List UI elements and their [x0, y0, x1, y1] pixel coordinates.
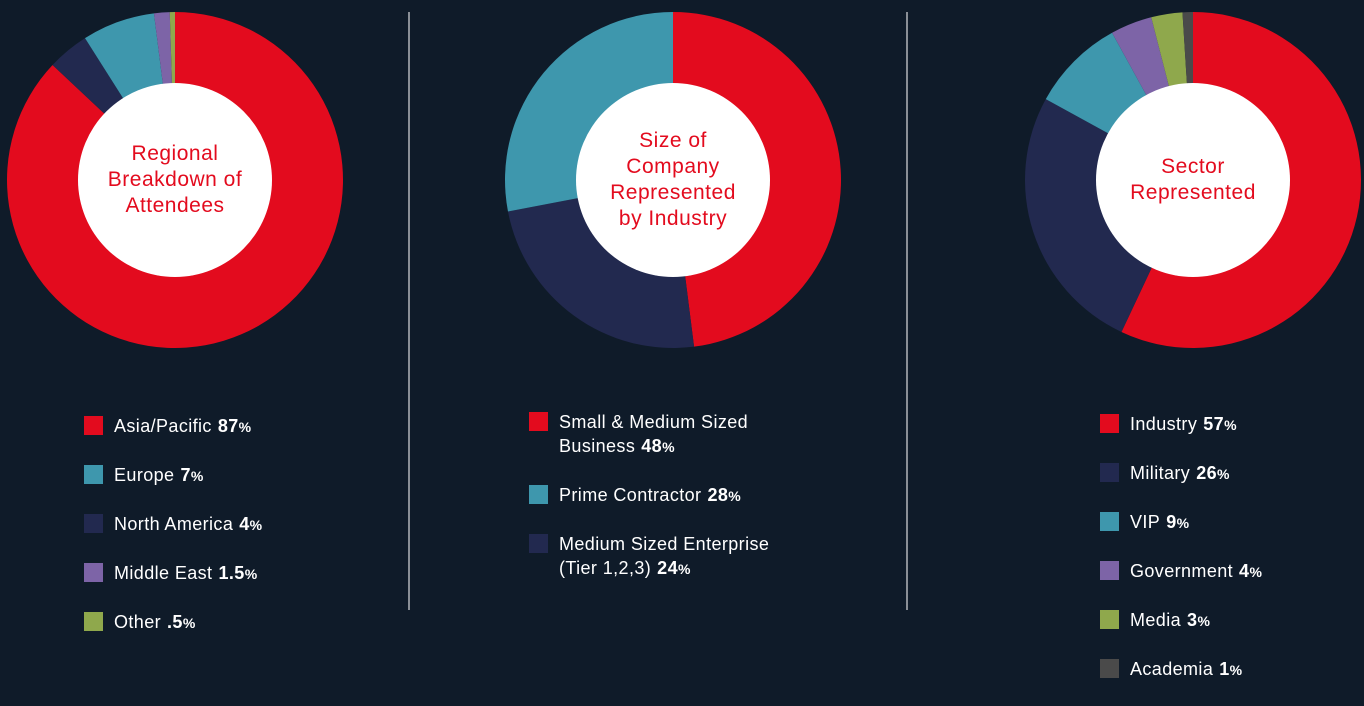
legend-label: North America 4%	[114, 514, 263, 534]
pie-title-company-size: Size of Company Represented by Industry	[610, 129, 736, 230]
pie-company-size	[505, 11, 842, 348]
legend-value: 1	[1219, 659, 1230, 679]
legend-company-size: Small & Medium Sized Business 48% Prime Co…	[529, 410, 869, 605]
legend-item-prime-contractor: Prime Contractor 28%	[529, 483, 869, 508]
legend-swatch	[1100, 561, 1119, 580]
legend-item-military: Military 26%	[1100, 461, 1360, 486]
legend-value: 28	[707, 485, 729, 505]
divider-right	[906, 12, 908, 610]
legend-percent-sign: %	[244, 566, 258, 582]
legend-label: Middle East 1.5%	[114, 563, 258, 583]
legend-item-europe: Europe 7%	[84, 463, 384, 488]
legend-item-academia: Academia 1%	[1100, 657, 1360, 682]
legend-percent-sign: %	[1249, 564, 1263, 580]
legend-item-north-america: North America 4%	[84, 512, 384, 537]
legend-swatch	[84, 514, 103, 533]
legend-swatch	[1100, 414, 1119, 433]
legend-sector: Industry 57% Military 26% VIP 9% Government 4% M…	[1100, 412, 1360, 706]
legend-item-other: Other .5%	[84, 610, 384, 635]
legend-percent-sign: %	[1197, 613, 1211, 629]
legend-swatch	[1100, 610, 1119, 629]
pie-sector	[1025, 12, 1361, 348]
legend-percent-sign: %	[1176, 515, 1190, 531]
pie-regional	[6, 12, 343, 348]
legend-label: Other .5%	[114, 612, 196, 632]
legend-label: Small & Medium Sized Business 48%	[559, 412, 749, 456]
legend-value: 57	[1203, 414, 1225, 434]
legend-swatch	[529, 534, 548, 553]
legend-value: 7	[180, 465, 191, 485]
legend-label: Industry 57%	[1130, 414, 1237, 434]
pie-title-regional: Regional Breakdown of Attendees	[107, 142, 243, 217]
legend-label: VIP 9%	[1130, 512, 1190, 532]
chart-panel-regional: Regional Breakdown of Attendees Asia/Pac…	[0, 0, 400, 672]
legend-percent-sign: %	[1217, 466, 1230, 482]
legend-swatch	[1100, 659, 1119, 678]
legend-label: Medium Sized Enterprise (Tier 1,2,3) 24%	[559, 534, 770, 578]
chart-panel-company-size: Size of Company Represented by Industry …	[410, 0, 906, 672]
legend-value: 1.5	[218, 563, 245, 583]
legend-item-small-medium-sized-business: Small & Medium Sized Business 48%	[529, 410, 869, 459]
legend-percent-sign: %	[1229, 662, 1243, 678]
legend-swatch	[529, 412, 548, 431]
divider-left	[408, 12, 410, 610]
legend-label: Prime Contractor 28%	[559, 485, 742, 505]
legend-percent-sign: %	[249, 517, 263, 533]
legend-item-government: Government 4%	[1100, 559, 1360, 584]
legend-percent-sign: %	[728, 488, 742, 504]
legend-swatch	[1100, 463, 1119, 482]
legend-value: 4	[239, 514, 250, 534]
legend-item-industry: Industry 57%	[1100, 412, 1360, 437]
pie-center-hole	[1096, 83, 1290, 277]
legend-label: Military 26%	[1130, 463, 1230, 483]
legend-value: 26	[1196, 463, 1218, 483]
legend-swatch	[84, 416, 103, 435]
legend-label: Asia/Pacific 87%	[114, 416, 252, 436]
legend-swatch	[529, 485, 548, 504]
legend-percent-sign: %	[662, 439, 675, 455]
legend-label: Government 4%	[1130, 561, 1263, 581]
legend-value: 24	[657, 558, 678, 578]
legend-value: 48	[641, 436, 663, 456]
legend-value: .5	[167, 612, 183, 632]
legend-percent-sign: %	[238, 419, 252, 435]
legend-swatch	[84, 563, 103, 582]
legend-regional: Asia/Pacific 87% Europe 7% North America 4% Mi…	[84, 414, 384, 659]
pie-center-hole	[78, 83, 272, 277]
legend-swatch	[84, 465, 103, 484]
legend-value: 9	[1166, 512, 1177, 532]
legend-percent-sign: %	[190, 468, 204, 484]
legend-label: Media 3%	[1130, 610, 1211, 630]
chart-panel-sector: Sector Represented Industry 57% Military 26…	[908, 0, 1364, 679]
legend-item-vip: VIP 9%	[1100, 510, 1360, 535]
pie-title-sector: Sector Represented	[1130, 155, 1256, 204]
legend-item-middle-east: Middle East 1.5%	[84, 561, 384, 586]
legend-label: Europe 7%	[114, 465, 204, 485]
legend-label: Academia 1%	[1130, 659, 1243, 679]
pie-center-hole	[576, 83, 770, 277]
legend-swatch	[1100, 512, 1119, 531]
legend-value: 87	[217, 416, 239, 436]
legend-percent-sign: %	[677, 561, 691, 577]
legend-percent-sign: %	[1224, 417, 1237, 433]
legend-value: 3	[1187, 610, 1198, 630]
legend-item-medium-sized-enterprise-tier-1-2-3: Medium Sized Enterprise (Tier 1,2,3) 24%	[529, 532, 869, 581]
legend-item-media: Media 3%	[1100, 608, 1360, 633]
legend-item-asia-pacific: Asia/Pacific 87%	[84, 414, 384, 439]
legend-percent-sign: %	[182, 615, 196, 631]
legend-value: 4	[1239, 561, 1250, 581]
legend-swatch	[84, 612, 103, 631]
